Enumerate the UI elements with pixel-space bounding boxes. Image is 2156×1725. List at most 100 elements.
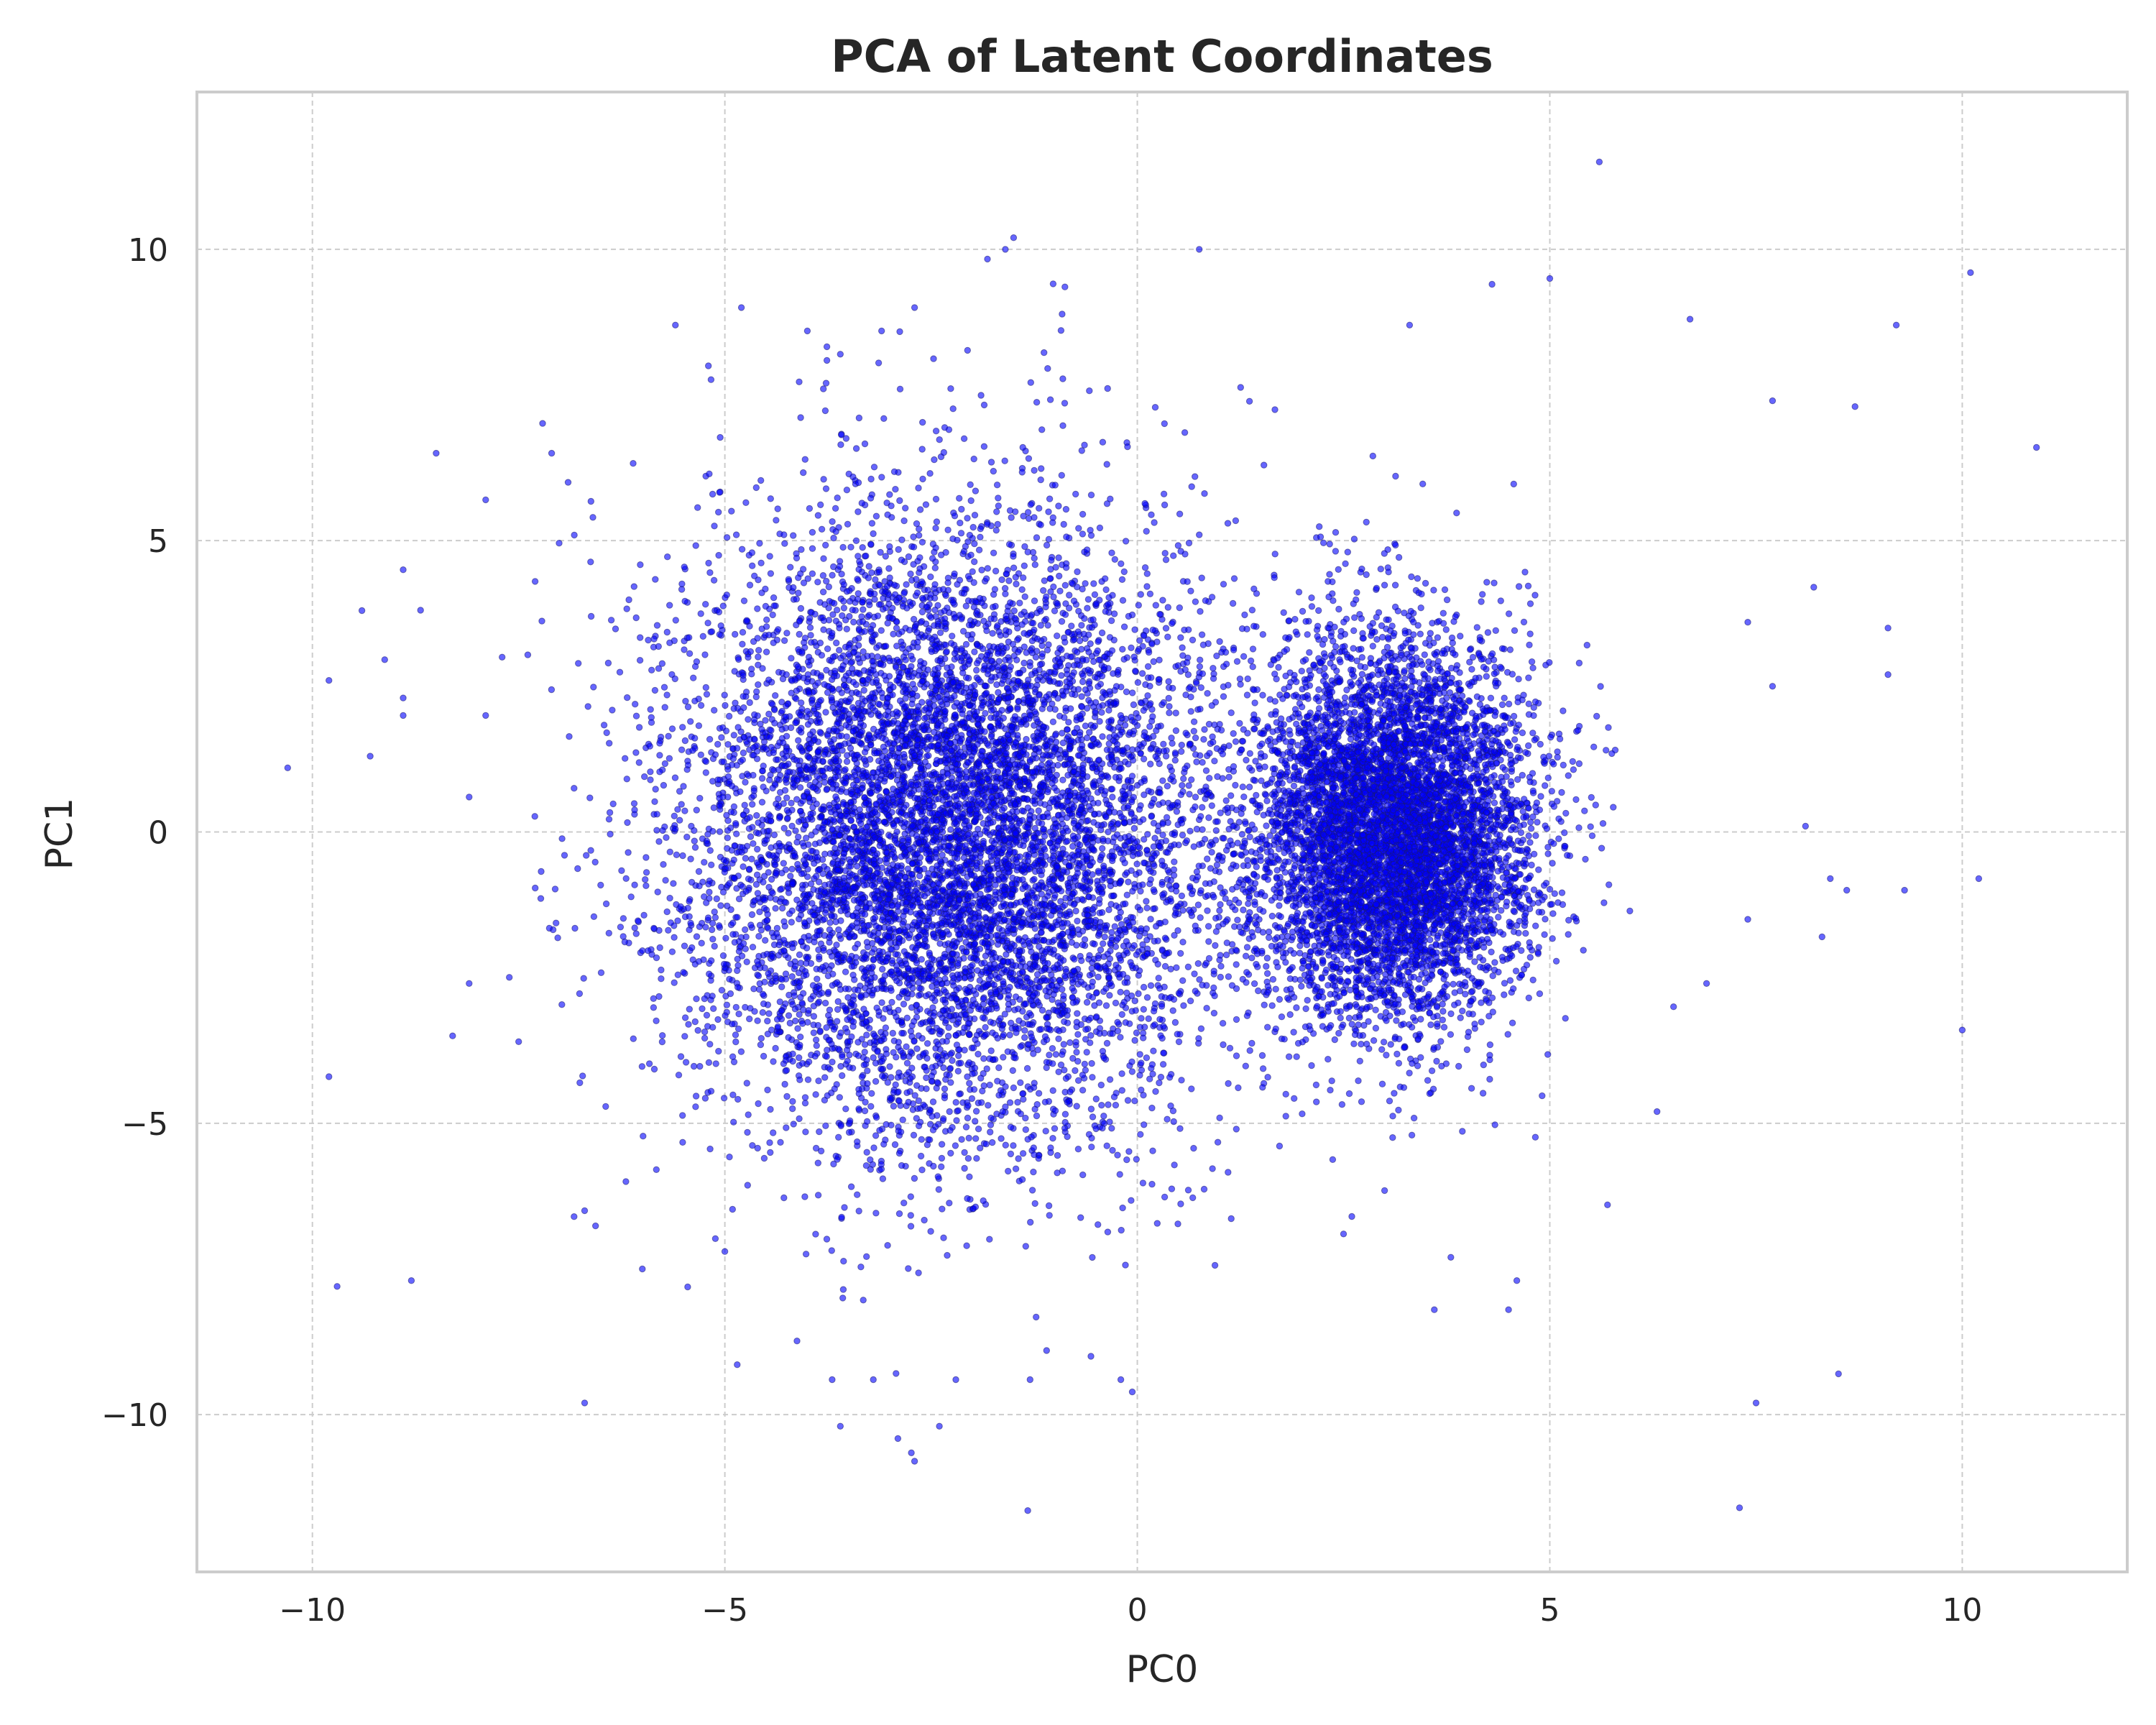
scatter-point — [660, 684, 668, 691]
scatter-point — [898, 1029, 906, 1037]
scatter-point — [1197, 1025, 1205, 1032]
scatter-point — [1056, 572, 1063, 580]
scatter-point — [1116, 1171, 1123, 1178]
scatter-point — [814, 512, 822, 519]
scatter-point — [1070, 901, 1077, 908]
scatter-point — [1089, 1113, 1097, 1121]
scatter-point — [1089, 871, 1096, 878]
scatter-point — [788, 919, 796, 926]
scatter-point — [808, 570, 816, 577]
scatter-point — [840, 604, 848, 612]
scatter-point — [959, 710, 966, 717]
scatter-point — [823, 356, 831, 364]
scatter-point — [1150, 886, 1158, 893]
scatter-point — [1037, 607, 1044, 615]
scatter-point — [1058, 646, 1065, 653]
scatter-point — [971, 512, 979, 519]
scatter-point — [1193, 758, 1200, 765]
scatter-point — [1143, 898, 1150, 905]
scatter-point — [710, 576, 718, 584]
scatter-point — [1168, 1185, 1176, 1192]
scatter-point — [579, 1072, 586, 1080]
scatter-point — [739, 756, 747, 763]
scatter-point — [814, 1192, 822, 1199]
scatter-point — [980, 1055, 987, 1062]
scatter-point — [1086, 972, 1094, 979]
scatter-point — [749, 944, 757, 951]
scatter-point — [1197, 656, 1204, 663]
scatter-point — [1177, 634, 1184, 641]
scatter-point — [740, 704, 747, 712]
scatter-point — [1133, 1029, 1141, 1036]
scatter-point — [1033, 1112, 1041, 1120]
scatter-point — [1219, 1020, 1227, 1027]
scatter-point — [706, 888, 713, 896]
scatter-point — [1148, 1104, 1156, 1112]
scatter-point — [1097, 1081, 1105, 1089]
scatter-point — [691, 663, 699, 670]
scatter-point — [1025, 676, 1032, 684]
scatter-point — [915, 1032, 922, 1039]
scatter-point — [721, 691, 728, 699]
scatter-point — [1176, 510, 1184, 518]
scatter-point — [765, 869, 773, 876]
scatter-point — [671, 812, 678, 820]
scatter-point — [655, 838, 663, 845]
scatter-point — [815, 1077, 822, 1085]
scatter-point — [711, 751, 719, 758]
scatter-point — [710, 1005, 717, 1013]
scatter-point — [1013, 808, 1021, 816]
scatter-point — [631, 924, 638, 932]
scatter-point — [773, 517, 780, 524]
scatter-point — [1128, 644, 1135, 651]
scatter-point — [1072, 490, 1079, 498]
scatter-point — [916, 859, 923, 867]
scatter-point — [1153, 1220, 1161, 1227]
scatter-point — [884, 620, 891, 627]
scatter-point — [1123, 891, 1131, 898]
scatter-point — [952, 1142, 959, 1149]
scatter-point — [617, 924, 625, 931]
scatter-point — [843, 758, 851, 765]
scatter-point — [1133, 1156, 1141, 1163]
scatter-point — [822, 541, 829, 549]
scatter-point — [1033, 399, 1041, 406]
scatter-point — [769, 611, 776, 619]
scatter-point — [956, 494, 963, 502]
scatter-point — [1151, 1000, 1159, 1008]
scatter-point — [829, 571, 836, 579]
scatter-point — [889, 1029, 897, 1037]
scatter-point — [870, 464, 878, 471]
scatter-point — [1145, 1015, 1152, 1023]
scatter-point — [989, 630, 996, 637]
scatter-point — [929, 1126, 937, 1133]
scatter-point — [1027, 379, 1035, 386]
scatter-point — [964, 346, 972, 354]
scatter-point — [548, 686, 556, 694]
scatter-point — [1136, 1024, 1144, 1031]
scatter-point — [762, 717, 769, 724]
scatter-point — [1313, 1098, 1320, 1105]
scatter-point — [902, 1077, 910, 1085]
scatter-point — [824, 988, 832, 996]
scatter-point — [753, 811, 760, 819]
scatter-point — [748, 671, 755, 678]
scatter-point — [886, 574, 893, 581]
scatter-point — [666, 602, 673, 609]
scatter-point — [1146, 590, 1154, 597]
scatter-point — [687, 718, 694, 725]
scatter-point — [704, 620, 711, 627]
scatter-point — [1148, 1061, 1156, 1068]
scatter-point — [1095, 973, 1102, 981]
scatter-point — [1159, 1061, 1167, 1068]
scatter-point — [913, 1115, 921, 1122]
scatter-point — [417, 607, 424, 614]
scatter-point — [1036, 943, 1043, 950]
scatter-point — [975, 1126, 982, 1133]
scatter-point — [757, 477, 765, 484]
scatter-point — [607, 617, 615, 624]
scatter-point — [742, 855, 750, 862]
scatter-point — [1111, 556, 1119, 563]
scatter-point — [1137, 1131, 1144, 1138]
